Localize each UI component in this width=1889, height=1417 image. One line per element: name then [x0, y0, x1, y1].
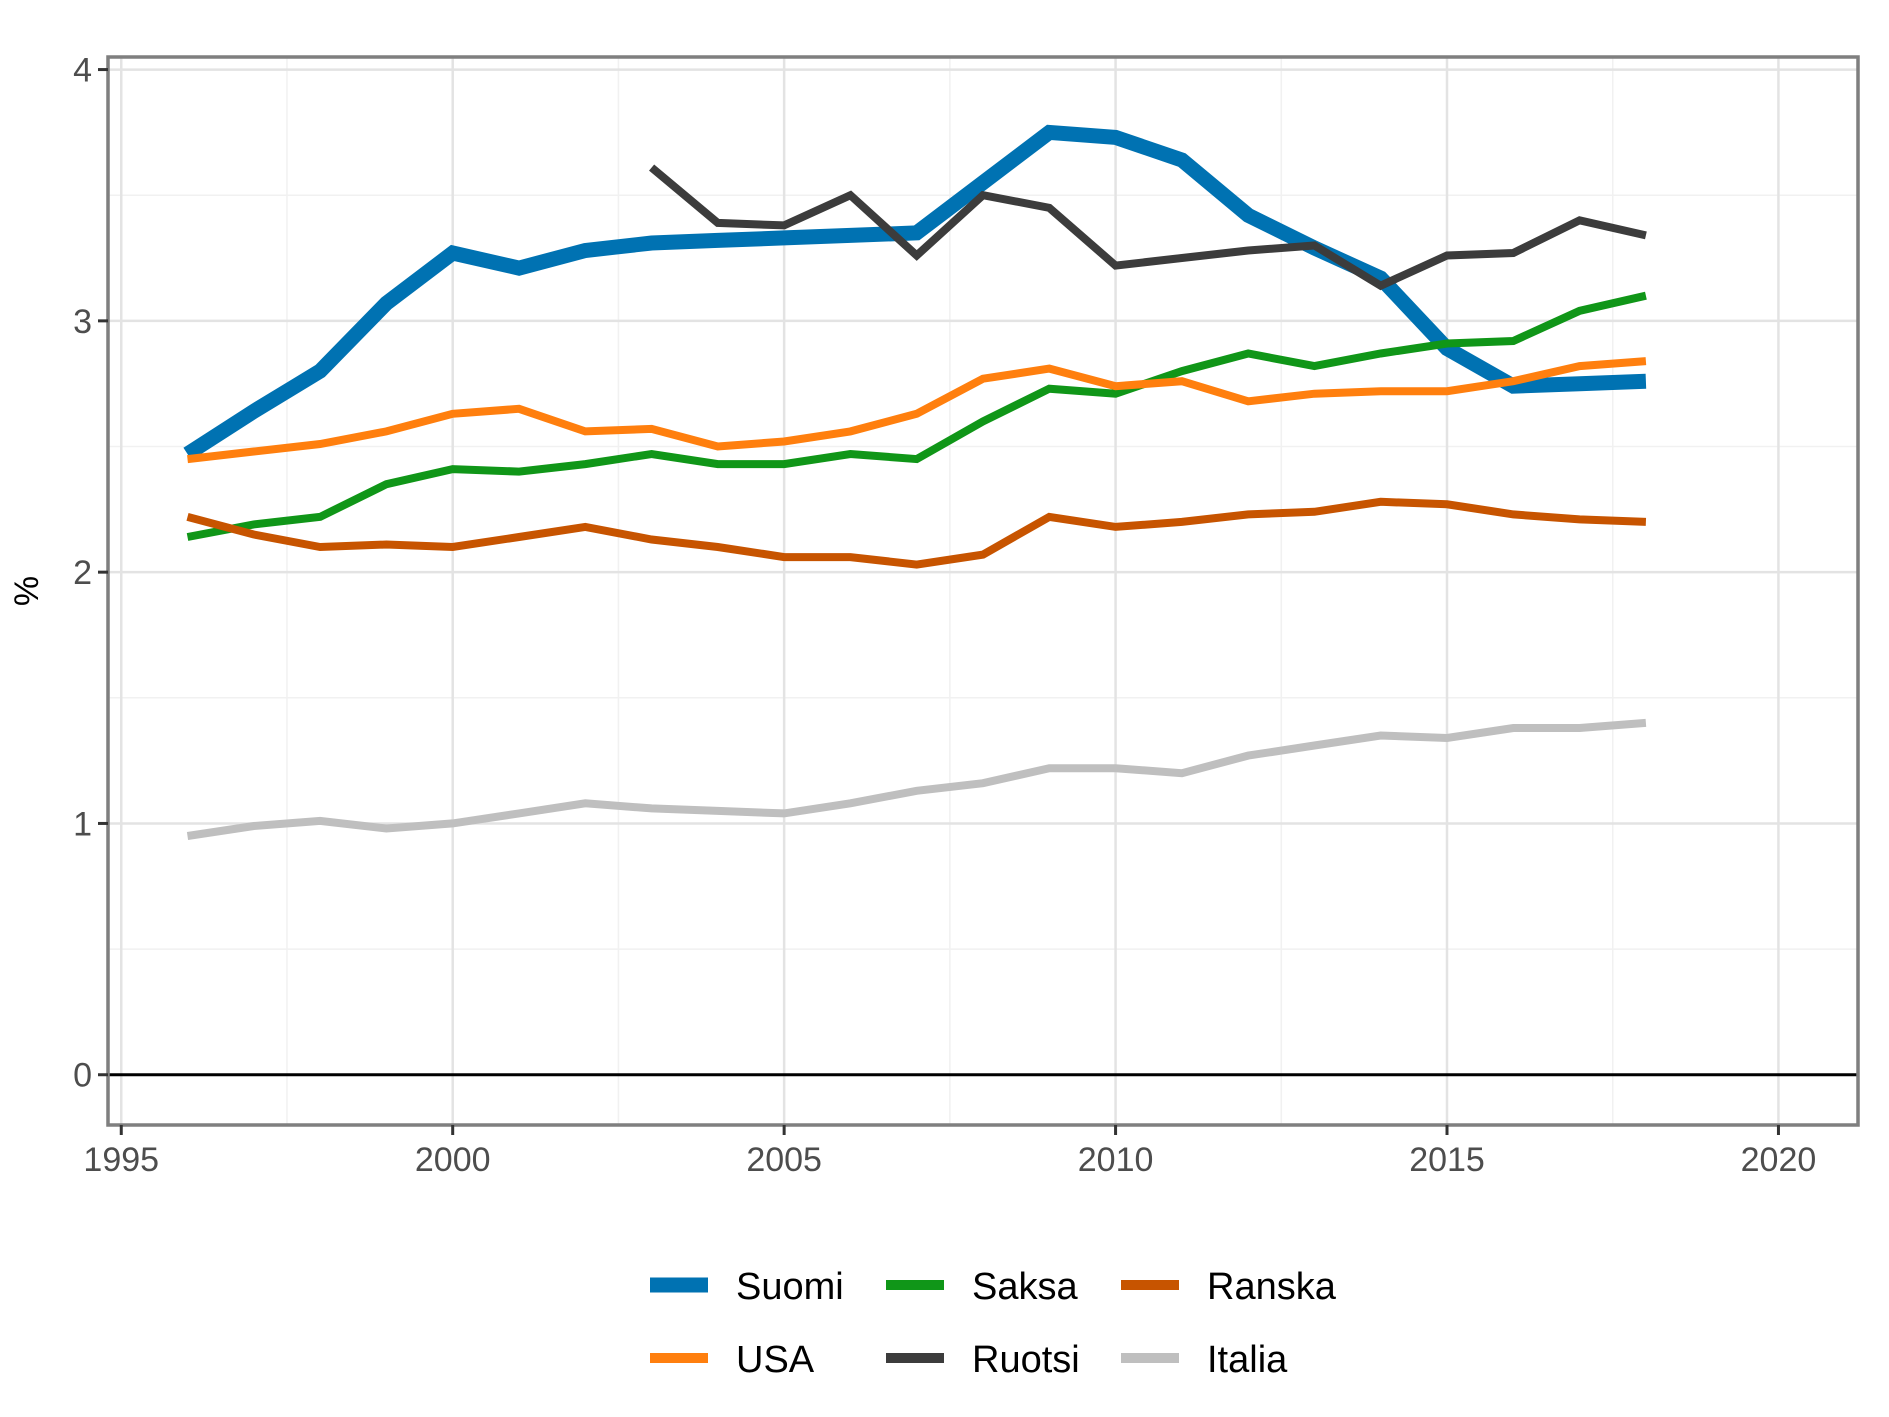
legend: Suomi Saksa Ranska USA Ruotsi Italia	[650, 1266, 1337, 1381]
legend-label-suomi: Suomi	[736, 1266, 844, 1308]
series-line-saksa	[186, 291, 1647, 541]
legend-label-ruotsi: Ruotsi	[972, 1339, 1080, 1381]
y-tick-label: 0	[73, 1057, 92, 1095]
plot-panel-border	[106, 55, 1860, 1127]
legend-label-usa: USA	[736, 1339, 815, 1381]
x-tick-label: 2020	[1741, 1141, 1817, 1179]
y-tick-label: 1	[73, 805, 92, 843]
series-line-ruotsi	[649, 164, 1647, 291]
x-tick-label: 2010	[1078, 1141, 1154, 1179]
series-line-ranska	[186, 497, 1647, 569]
y-tick-label: 2	[73, 554, 92, 592]
legend-label-saksa: Saksa	[972, 1266, 1078, 1308]
y-axis-title: %	[8, 576, 46, 606]
series-line-suomi	[183, 124, 1647, 461]
legend-label-ranska: Ranska	[1207, 1266, 1337, 1308]
series-lines	[183, 124, 1647, 840]
x-tick-label: 2000	[415, 1141, 491, 1179]
x-tick-label: 1995	[83, 1141, 159, 1179]
series-line-italia	[186, 718, 1647, 840]
y-tick-label: 4	[73, 52, 92, 90]
y-tick-label: 3	[73, 303, 92, 341]
x-tick-label: 2005	[746, 1141, 822, 1179]
axes: 1995 2000 2005 2010 2015 2020 0 1 2 3 4	[73, 52, 1816, 1179]
legend-label-italia: Italia	[1207, 1339, 1288, 1381]
series-line-usa	[187, 357, 1647, 464]
x-tick-label: 2015	[1409, 1141, 1485, 1179]
